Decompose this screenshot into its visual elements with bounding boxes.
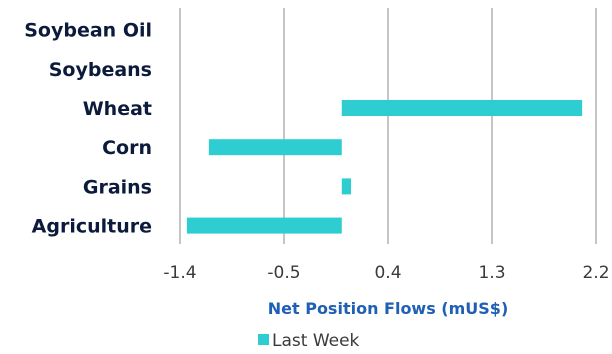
category-label: Corn: [102, 137, 152, 159]
x-tick-label: -0.5: [267, 263, 300, 283]
legend-swatch: [258, 334, 269, 345]
x-tick-label: -1.4: [163, 263, 196, 283]
category-label: Agriculture: [32, 216, 152, 238]
x-tick-label: 1.3: [478, 263, 505, 283]
legend: Last Week: [258, 331, 360, 351]
x-axis-title: Net Position Flows (mUS$): [268, 299, 509, 318]
x-tick-label: 0.4: [374, 263, 401, 283]
legend-label: Last Week: [272, 331, 360, 351]
category-labels: Soybean Oil Soybeans Wheat Corn Grains Agricu…: [24, 20, 152, 238]
bar: [341, 178, 352, 195]
gridlines: [179, 8, 597, 244]
category-label: Wheat: [83, 98, 152, 120]
category-label: Grains: [83, 176, 152, 198]
bars: [186, 100, 583, 234]
bar: [186, 217, 342, 234]
x-tick-labels: -1.4 -0.5 0.4 1.3 2.2: [163, 263, 609, 283]
x-tick-label: 2.2: [582, 263, 609, 283]
bar: [341, 100, 583, 116]
bar: [208, 139, 342, 156]
category-label: Soybean Oil: [24, 20, 152, 42]
category-label: Soybeans: [49, 59, 152, 81]
